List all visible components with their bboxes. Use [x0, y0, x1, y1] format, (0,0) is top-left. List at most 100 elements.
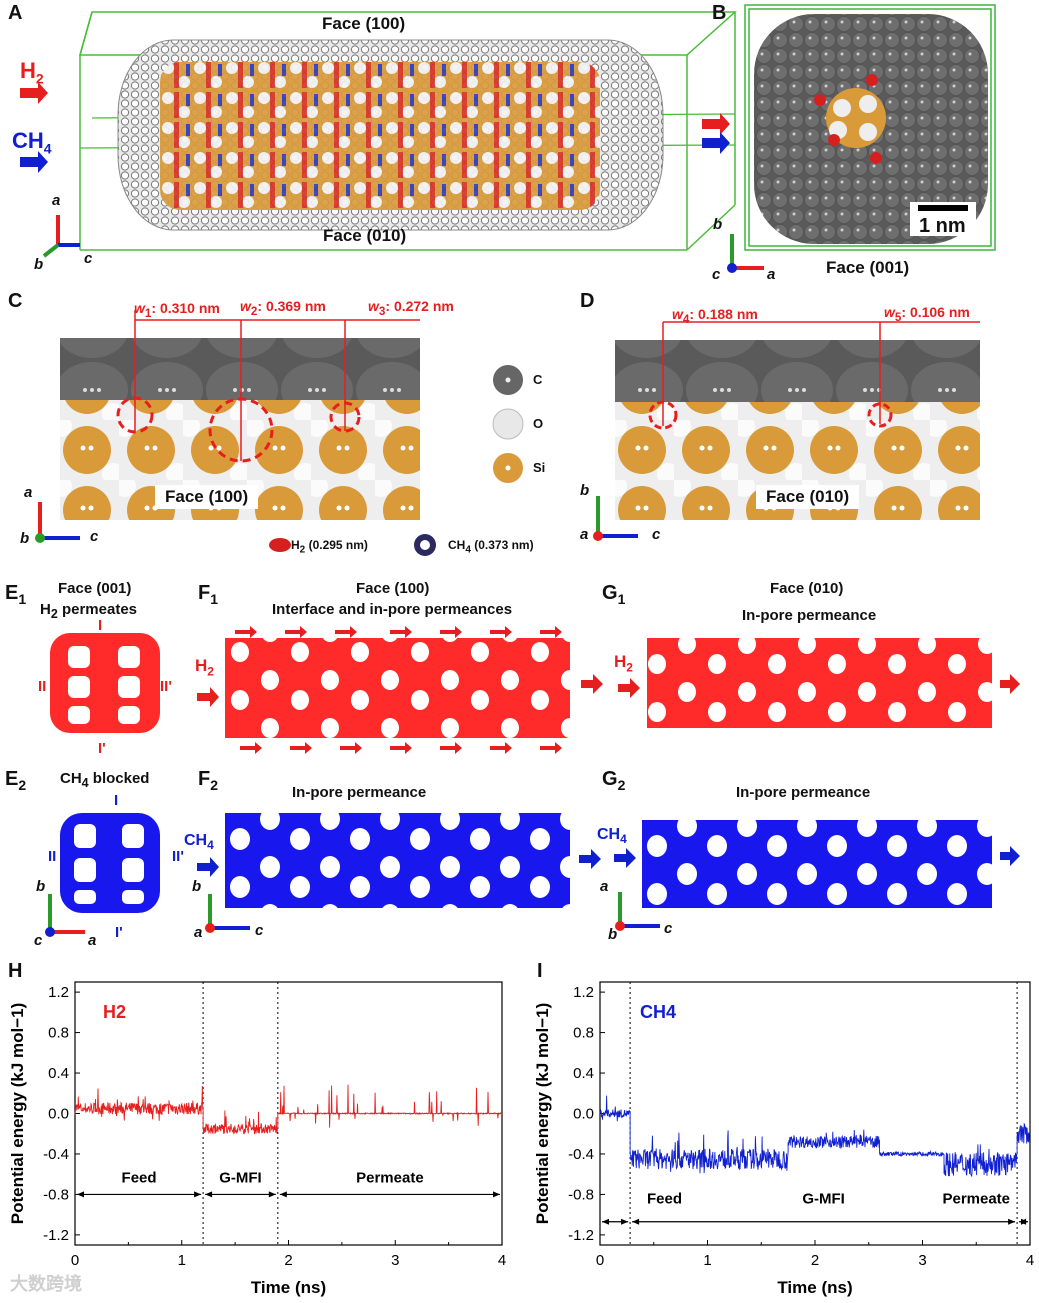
- series-trace: [599, 1095, 1031, 1178]
- gas-legend-icons: [269, 534, 436, 556]
- region-label: Permeate: [356, 1169, 424, 1186]
- region-label: Feed: [122, 1169, 157, 1186]
- face-100-label: Face (100): [322, 14, 406, 33]
- g1-face-label: Face (010): [770, 580, 844, 597]
- y-tick-label: 1.2: [573, 984, 594, 1001]
- g2-caption: In-pore permeance: [736, 784, 871, 801]
- panel-c-label: C: [8, 290, 23, 312]
- axis-b-label-e2: b: [36, 878, 46, 895]
- axis-a-label-g2: a: [600, 878, 609, 895]
- y-axis-label: Potential energy (kJ mol−1): [533, 1003, 552, 1225]
- region-arrowhead: [602, 1218, 609, 1225]
- region-arrowhead: [268, 1191, 276, 1198]
- watermark: 大数跨境: [10, 1274, 82, 1294]
- axis-b-label-f2: b: [192, 878, 202, 895]
- region-arrowhead: [493, 1191, 500, 1198]
- chart-i: 1.2 0.8 0.4 0.0 -0.4 -0.8 -1.20 1 2 3 4 Time (ns) Po…: [533, 981, 1034, 1297]
- chart-h: 1.2 0.8 0.4 0.0 -0.4 -0.8 -1.20 1 2 3 4 Time (ns) Po…: [8, 981, 506, 1297]
- x-axis-label: Time (ns): [251, 1278, 326, 1297]
- region-arrowhead: [1021, 1218, 1028, 1225]
- panel-f2-label: F2: [198, 768, 219, 793]
- f1-gas-label: H2: [195, 656, 214, 679]
- x-axis-label: Time (ns): [777, 1278, 852, 1297]
- panel-b-axes: [727, 234, 764, 273]
- y-tick-label: 0.8: [573, 1025, 594, 1042]
- h2-gas-label: H2: [20, 58, 44, 87]
- region-arrowhead: [621, 1218, 629, 1225]
- axis-c-label-e2: c: [34, 932, 43, 949]
- panel-b-label: B: [712, 2, 727, 24]
- f1-figure: [197, 626, 603, 754]
- legend-c: C: [533, 372, 543, 387]
- axis-c-label: c: [84, 250, 93, 267]
- region-arrowhead: [1008, 1218, 1016, 1225]
- x-tick-label: 0: [71, 1252, 79, 1269]
- x-tick-label: 2: [811, 1252, 819, 1269]
- y-tick-label: -1.2: [43, 1227, 69, 1244]
- e2-Ip: I': [115, 924, 123, 941]
- region-label: G-MFI: [802, 1191, 845, 1208]
- axis-a-label-f2: a: [194, 924, 203, 941]
- panel-i-label: I: [537, 960, 543, 982]
- e2-axes: [45, 894, 85, 937]
- panel-e1-label: E1: [5, 582, 27, 607]
- scale-bar-label: 1 nm: [919, 215, 966, 237]
- panel-g2-label: G2: [602, 768, 626, 793]
- y-tick-label: -0.8: [43, 1186, 69, 1203]
- e2-caption: CH4 blocked: [60, 770, 150, 790]
- axis-b-label-g2: b: [608, 926, 618, 943]
- f1-caption: Interface and in-pore permeances: [272, 601, 513, 618]
- f2-axes: [205, 894, 250, 933]
- g2-figure: [614, 820, 1020, 908]
- axis-a-label-b: a: [767, 266, 776, 283]
- f2-figure: [197, 813, 601, 908]
- y-axis-label: Potential energy (kJ mol−1): [8, 1003, 27, 1225]
- w2-label: w2: 0.369 nm: [240, 298, 326, 318]
- y-tick-label: 0.0: [48, 1106, 69, 1123]
- axis-a-label-d: a: [580, 526, 589, 543]
- e1-figure: [50, 633, 160, 733]
- axis-c-label-b: c: [712, 266, 721, 283]
- face-100-c-label: Face (100): [155, 485, 259, 509]
- panel-e2-label: E2: [5, 768, 27, 793]
- y-tick-label: 0.4: [48, 1065, 69, 1082]
- region-label: Permeate: [942, 1191, 1010, 1208]
- g2-gas-label: CH4: [597, 826, 627, 847]
- x-tick-label: 3: [918, 1252, 926, 1269]
- e1-caption: H2 permeates: [40, 601, 138, 621]
- panel-b-figure: [744, 4, 996, 251]
- w3-label: w3: 0.272 nm: [368, 298, 454, 318]
- g1-gas-label: H2: [614, 652, 633, 675]
- y-tick-label: 0.0: [573, 1106, 594, 1123]
- e2-I: I: [114, 792, 119, 809]
- e2-figure: [60, 813, 160, 913]
- region-arrowhead: [205, 1191, 213, 1198]
- y-tick-label: -0.4: [568, 1146, 594, 1163]
- g2-axes: [615, 892, 660, 931]
- face-010-d-label: Face (010): [756, 485, 860, 509]
- region-arrowhead: [194, 1191, 202, 1198]
- panel-c-axes: [35, 502, 80, 543]
- y-tick-label: -0.4: [43, 1146, 69, 1163]
- x-tick-label: 0: [596, 1252, 604, 1269]
- f2-caption: In-pore permeance: [292, 784, 427, 801]
- axis-c-label-f2: c: [255, 922, 264, 939]
- x-tick-label: 4: [1026, 1252, 1034, 1269]
- axis-c-label-d: c: [652, 526, 661, 543]
- e2-IIp: II': [172, 848, 184, 865]
- panel-g1-label: G1: [602, 582, 626, 607]
- e1-Ip: I': [98, 740, 106, 757]
- panel-a-label: A: [8, 2, 23, 24]
- f1-face-label: Face (100): [356, 580, 430, 597]
- w4-label: w4: 0.188 nm: [672, 306, 758, 326]
- e2-II: II: [48, 848, 57, 865]
- y-tick-label: -0.8: [568, 1186, 594, 1203]
- y-tick-label: -1.2: [568, 1227, 594, 1244]
- axis-c-label-c: c: [90, 528, 99, 545]
- x-tick-label: 1: [178, 1252, 186, 1269]
- region-arrowhead: [279, 1191, 287, 1198]
- series-label: H2: [103, 1002, 126, 1022]
- face-001-label: Face (001): [826, 258, 910, 277]
- e1-IIp: II': [160, 678, 172, 695]
- y-tick-label: 0.4: [573, 1065, 594, 1082]
